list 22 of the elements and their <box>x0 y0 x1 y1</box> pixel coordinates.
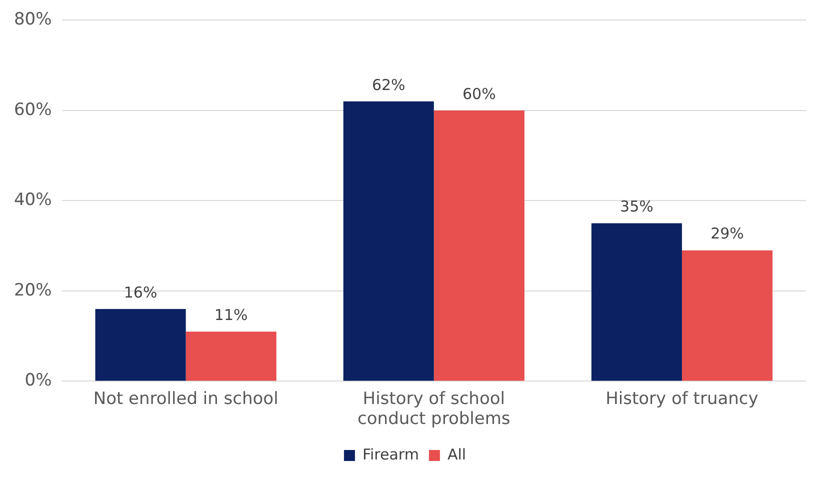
y-tick-label: 80% <box>14 10 52 30</box>
x-tick-label: History of truancy <box>606 388 758 409</box>
data-label: 11% <box>214 306 248 324</box>
bar <box>434 110 524 381</box>
data-label: 62% <box>372 76 406 94</box>
x-tick-label: Not enrolled in school <box>93 388 278 409</box>
bar <box>682 250 773 381</box>
data-label: 16% <box>124 283 158 302</box>
x-tick-label: History of school conduct problems <box>358 388 510 430</box>
data-label: 60% <box>462 84 496 103</box>
y-tick-label: 0% <box>24 370 52 391</box>
bar <box>186 332 276 381</box>
y-tick-label: 40% <box>14 190 52 210</box>
bar <box>591 223 682 381</box>
legend-label: Firearm <box>362 445 419 464</box>
y-tick-label: 60% <box>14 100 52 120</box>
legend-label: All <box>447 445 466 464</box>
y-tick-label: 20% <box>14 280 52 300</box>
data-label: 29% <box>710 224 744 243</box>
data-label: 35% <box>620 198 654 216</box>
bar <box>343 101 434 381</box>
bar <box>95 309 186 381</box>
